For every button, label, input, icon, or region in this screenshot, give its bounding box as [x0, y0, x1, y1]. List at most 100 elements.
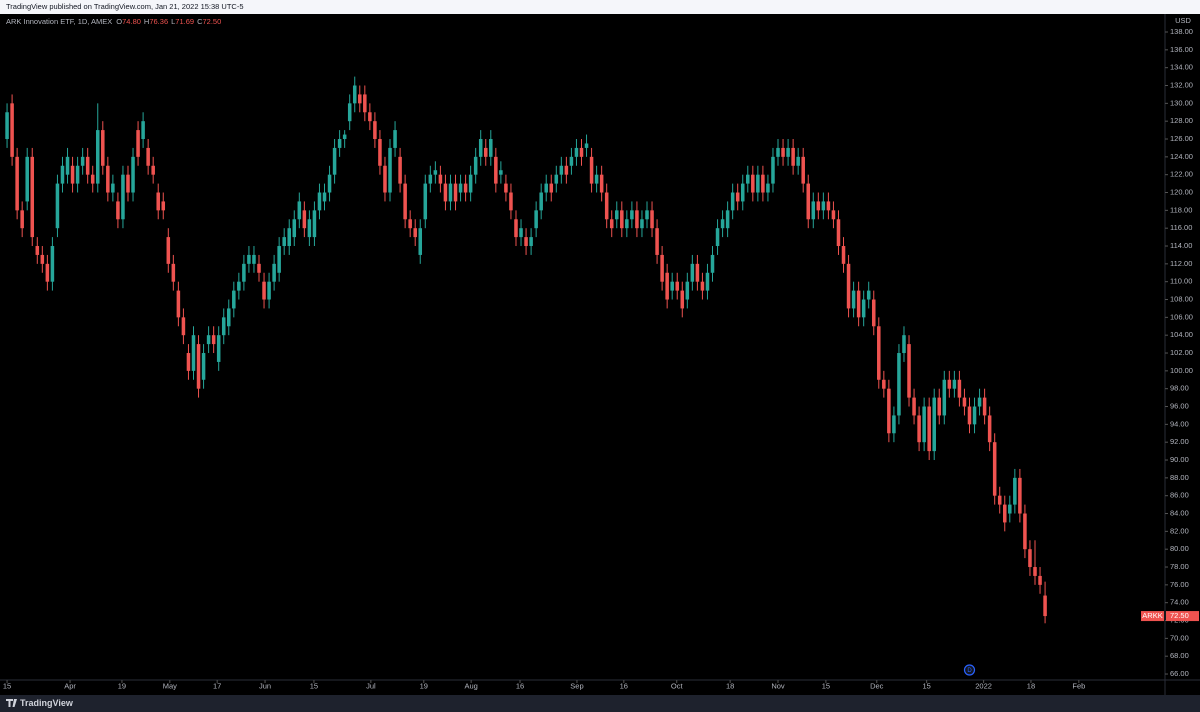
candle-body: [604, 192, 609, 220]
y-tick-label: 68.00: [1170, 651, 1189, 660]
candle-body: [403, 183, 407, 220]
candle-body: [725, 210, 730, 229]
candle-body: [897, 353, 901, 416]
y-tick-label: 88.00: [1170, 473, 1189, 482]
candle-body: [972, 406, 977, 425]
candle-body: [609, 219, 614, 229]
candle-body: [111, 183, 115, 193]
candle-body: [947, 379, 952, 389]
y-tick-label: 130.00: [1170, 98, 1193, 107]
x-tick-label: Apr: [64, 681, 76, 690]
y-tick-label: 138.00: [1170, 27, 1193, 36]
candle-body: [15, 156, 19, 211]
x-tick-label: 15: [822, 681, 830, 690]
candle-body: [307, 219, 312, 238]
legend-key: C: [197, 17, 203, 26]
candle-body: [922, 406, 926, 443]
y-tick-label: 100.00: [1170, 366, 1193, 375]
candle-body: [756, 174, 760, 193]
candle-body: [428, 174, 433, 184]
candle-body: [478, 139, 483, 157]
candle-body: [297, 201, 302, 220]
y-tick-label: 114.00: [1170, 241, 1192, 250]
legend-key: H: [144, 17, 149, 26]
candle-body: [272, 263, 276, 282]
candle-body: [539, 192, 543, 211]
candle-body: [337, 139, 342, 148]
candle-body: [453, 183, 458, 202]
x-tick-label: 2022: [975, 681, 992, 690]
candle-body: [695, 263, 700, 282]
candle-body: [599, 174, 604, 193]
candle-body: [982, 397, 987, 416]
footer-bar: [0, 695, 1200, 712]
candle-body: [232, 290, 236, 309]
candle-body: [866, 290, 871, 300]
x-tick-label: Oct: [671, 681, 684, 690]
candle-body: [937, 397, 942, 416]
last-price-label: 72.50: [1170, 611, 1189, 620]
candle-body: [962, 397, 967, 407]
candle-body: [35, 246, 40, 255]
y-tick-label: 66.00: [1170, 669, 1189, 678]
candle-body: [942, 379, 947, 416]
candle-body: [161, 201, 166, 211]
candle-body: [992, 442, 997, 496]
candle-body: [347, 103, 352, 122]
candle-body: [252, 254, 256, 264]
legend-key: L: [171, 17, 175, 26]
candle-body: [418, 228, 423, 255]
candle-body: [811, 201, 816, 220]
x-tick-label: Jul: [366, 681, 376, 690]
legend-value: 72.50: [203, 17, 222, 26]
candle-body: [771, 156, 775, 184]
y-tick-label: 78.00: [1170, 562, 1189, 571]
y-tick-label: 90.00: [1170, 455, 1189, 464]
y-tick-label: 128.00: [1170, 116, 1193, 125]
x-tick-label: May: [163, 681, 177, 690]
chart-area: [0, 14, 1200, 695]
legend: ARK Innovation ETF, 1D, AMEX O74.80 H76.36…: [6, 17, 221, 26]
candle-body: [10, 103, 14, 157]
candle-body: [665, 272, 669, 300]
candle-body: [126, 174, 130, 193]
candle-body: [660, 254, 664, 282]
y-tick-label: 74.00: [1170, 598, 1189, 607]
candle-body: [781, 147, 785, 157]
y-tick-label: 104.00: [1170, 330, 1193, 339]
candle-body: [967, 406, 972, 425]
candle-body: [211, 335, 216, 345]
candle-body: [544, 183, 548, 193]
event-marker: [963, 664, 976, 676]
candle-body: [448, 183, 453, 202]
candle-body: [1002, 504, 1007, 523]
candle-body: [766, 183, 770, 193]
candle-body: [826, 201, 831, 211]
candle-body: [237, 281, 241, 291]
candle-body: [534, 210, 538, 229]
candle-body: [1038, 575, 1042, 585]
candle-body: [615, 210, 619, 220]
candle-body: [846, 263, 851, 309]
candle-body: [60, 165, 65, 184]
y-tick-label: 110.00: [1170, 277, 1192, 286]
y-tick-label: 136.00: [1170, 45, 1193, 54]
candle-body: [277, 246, 281, 273]
candle-body: [932, 397, 936, 452]
x-tick-label: 17: [213, 681, 221, 690]
y-tick-label: 86.00: [1170, 491, 1189, 500]
candle-body: [927, 406, 931, 452]
candle-body: [730, 192, 735, 211]
candle-body: [257, 263, 261, 273]
candle-body: [166, 237, 171, 264]
candle-body: [70, 165, 75, 184]
candle-body: [75, 165, 80, 184]
brand-logo[interactable]: TradingView: [20, 698, 74, 708]
y-tick-label: 124.00: [1170, 152, 1193, 161]
candle-body: [912, 397, 916, 416]
candle-body: [50, 246, 55, 282]
candle-body: [342, 134, 347, 140]
header-bar: [0, 0, 1200, 14]
candle-body: [116, 201, 120, 220]
